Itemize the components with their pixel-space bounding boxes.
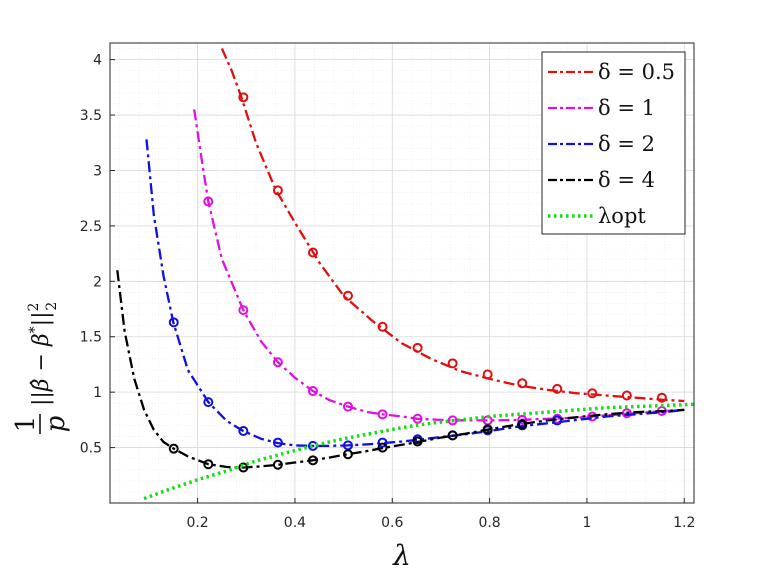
series-marker-0 xyxy=(238,92,249,103)
series-marker-3 xyxy=(238,462,249,473)
legend-label-0: δ = 0.5 xyxy=(598,60,675,84)
x-tick-label: 0.6 xyxy=(381,515,403,531)
series-marker-1 xyxy=(377,409,388,420)
legend: δ = 0.5 δ = 1 δ = 2 δ = 4 λopt xyxy=(541,51,686,235)
y-axis-label-denominator: p xyxy=(41,415,71,432)
series-marker-0 xyxy=(482,369,493,380)
series-layer xyxy=(116,48,694,501)
series-marker-1 xyxy=(517,414,528,425)
series-marker-2 xyxy=(203,397,214,408)
y-tick-label: 2 xyxy=(93,274,102,290)
series-marker-1 xyxy=(412,413,423,424)
series-marker-3 xyxy=(342,449,353,460)
series-marker-1 xyxy=(307,386,318,397)
x-tick-label: 1.2 xyxy=(673,515,695,531)
series-line-2 xyxy=(145,139,685,448)
series-marker-3 xyxy=(482,424,493,435)
x-tick-label: 0.8 xyxy=(478,515,500,531)
legend-label-1: δ = 1 xyxy=(598,96,655,120)
x-tick-label: 0.4 xyxy=(284,515,306,531)
y-tick-label: 4 xyxy=(93,53,102,69)
y-tick-label: 0.5 xyxy=(80,441,102,457)
series-marker-3 xyxy=(272,459,283,470)
series-marker-0 xyxy=(587,388,598,399)
series-marker-1 xyxy=(447,415,458,426)
y-tick-label: 1.5 xyxy=(80,330,102,346)
y-tick-label: 1 xyxy=(93,385,102,401)
y-tick-label: 3.5 xyxy=(80,108,102,124)
legend-label-2: δ = 2 xyxy=(598,132,655,156)
series-marker-3 xyxy=(517,419,528,430)
series-marker-0 xyxy=(272,185,283,196)
series-marker-0 xyxy=(342,290,353,301)
series-line-4 xyxy=(143,402,694,501)
plot-area-border xyxy=(109,42,695,504)
series-marker-3 xyxy=(447,430,458,441)
series-marker-1 xyxy=(203,196,214,207)
series-marker-1 xyxy=(342,401,353,412)
series-marker-0 xyxy=(552,383,563,394)
series-marker-0 xyxy=(412,342,423,353)
series-marker-0 xyxy=(447,358,458,369)
x-axis-label: λ xyxy=(392,539,411,572)
series-marker-2 xyxy=(238,425,249,436)
series-marker-1 xyxy=(272,357,283,368)
series-marker-0 xyxy=(307,247,318,258)
legend-label-3: δ = 4 xyxy=(598,168,655,192)
series-marker-3 xyxy=(307,455,318,466)
series-marker-3 xyxy=(203,459,214,470)
series-marker-1 xyxy=(621,408,632,419)
y-tick-label: 3 xyxy=(93,163,102,179)
x-tick-label: 1 xyxy=(582,515,591,531)
series-line-1 xyxy=(193,109,685,422)
series-marker-2 xyxy=(272,437,283,448)
legend-label-4: λopt xyxy=(598,204,646,228)
y-axis-label-numerator: 1 xyxy=(11,416,41,433)
axis-ticks: 0.2 0.4 0.6 0.8 1 1.2 0.5 1 1.5 2 2.5 3 3.5 4 xyxy=(80,53,696,531)
series-marker-3 xyxy=(168,443,179,454)
series-marker-1 xyxy=(238,305,249,316)
series-marker-2 xyxy=(168,317,179,328)
series-marker-0 xyxy=(656,392,667,403)
series-marker-0 xyxy=(517,378,528,389)
series-marker-2 xyxy=(377,437,388,448)
series-marker-0 xyxy=(621,390,632,401)
series-marker-3 xyxy=(377,442,388,453)
y-tick-label: 2.5 xyxy=(80,219,102,235)
legend-box xyxy=(541,51,686,235)
series-marker-3 xyxy=(412,436,423,447)
series-line-3 xyxy=(116,270,685,469)
x-tick-label: 0.2 xyxy=(186,515,208,531)
series-marker-0 xyxy=(377,321,388,332)
